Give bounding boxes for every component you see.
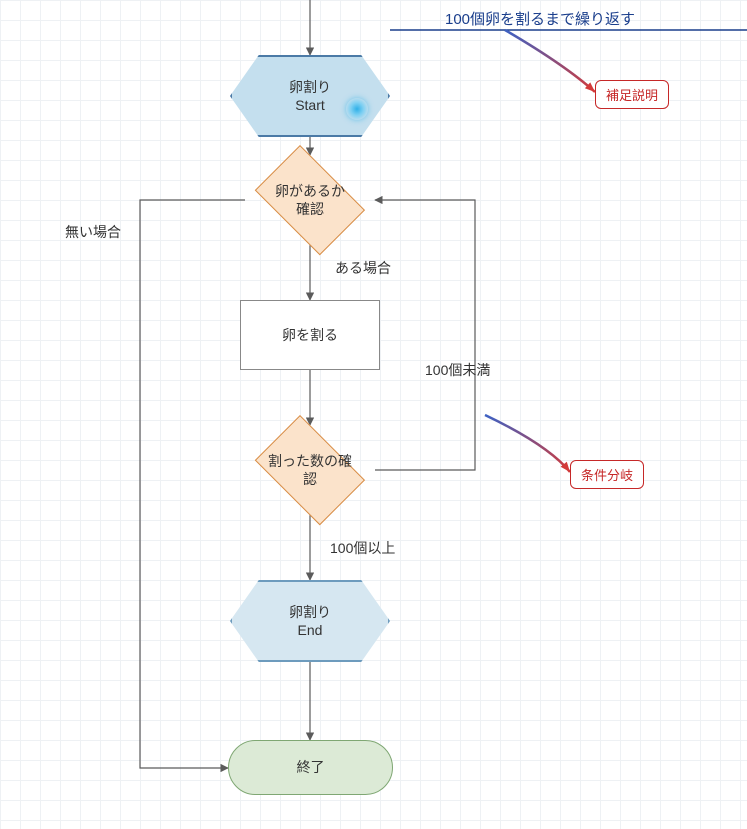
node-label-line1: 卵を割る: [282, 327, 338, 343]
edge: [375, 200, 475, 470]
callout-arrowhead-icon: [561, 462, 570, 472]
node-end: 卵割り End: [230, 580, 390, 662]
callout-note1: 補足説明: [595, 80, 669, 109]
node-label-line2: Start: [295, 97, 325, 113]
node-label-line1: 卵があるか: [275, 183, 345, 199]
edges-layer: [0, 0, 747, 829]
edge-label: 100個未満: [425, 360, 490, 380]
edge-label: 100個以上: [330, 538, 395, 558]
node-crack: 卵を割る: [240, 300, 380, 370]
edge-label: 無い場合: [65, 222, 121, 242]
flowchart-canvas: 100個卵を割るまで繰り返す 卵割り Start 卵があるか確認卵を割る割った数の確…: [0, 0, 747, 829]
callout-pointer: [505, 30, 595, 92]
node-label-start: 卵割り Start: [283, 78, 337, 114]
node-check: 卵があるか確認: [245, 155, 375, 245]
node-label-line2: 認: [303, 471, 317, 487]
node-label-check: 卵があるか確認: [269, 182, 351, 218]
callout-arrowhead-icon: [585, 82, 595, 92]
edge: [140, 200, 245, 768]
start-beacon-icon: [346, 98, 368, 120]
node-label-line1: 終了: [297, 759, 325, 775]
node-label-line1: 卵割り: [289, 79, 331, 95]
callout-pointer: [485, 415, 570, 472]
node-label-terminate: 終了: [291, 758, 331, 776]
edge-label: ある場合: [335, 258, 391, 278]
node-terminate: 終了: [228, 740, 393, 795]
annotation-title: 100個卵を割るまで繰り返す: [445, 8, 635, 29]
node-start: 卵割り Start: [230, 55, 390, 137]
node-label-crack: 卵を割る: [276, 326, 344, 344]
node-label-count: 割った数の確認: [262, 452, 358, 488]
node-label-end: 卵割り End: [283, 603, 337, 639]
node-label-line2: End: [298, 622, 323, 638]
node-count: 割った数の確認: [245, 425, 375, 515]
node-label-line1: 割った数の確: [268, 453, 352, 469]
callout-note2: 条件分岐: [570, 460, 644, 489]
node-label-line1: 卵割り: [289, 604, 331, 620]
node-label-line2: 確認: [296, 201, 324, 217]
